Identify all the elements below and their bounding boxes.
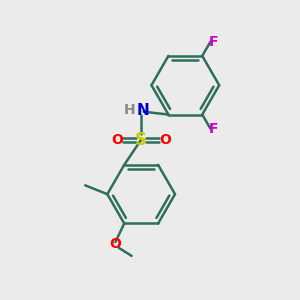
Text: N: N (136, 103, 149, 118)
Text: F: F (209, 122, 219, 136)
Text: S: S (135, 131, 147, 149)
Text: O: O (159, 133, 171, 147)
Text: F: F (209, 35, 219, 49)
Text: H: H (124, 103, 136, 117)
Text: O: O (112, 133, 124, 147)
Text: O: O (110, 237, 121, 251)
